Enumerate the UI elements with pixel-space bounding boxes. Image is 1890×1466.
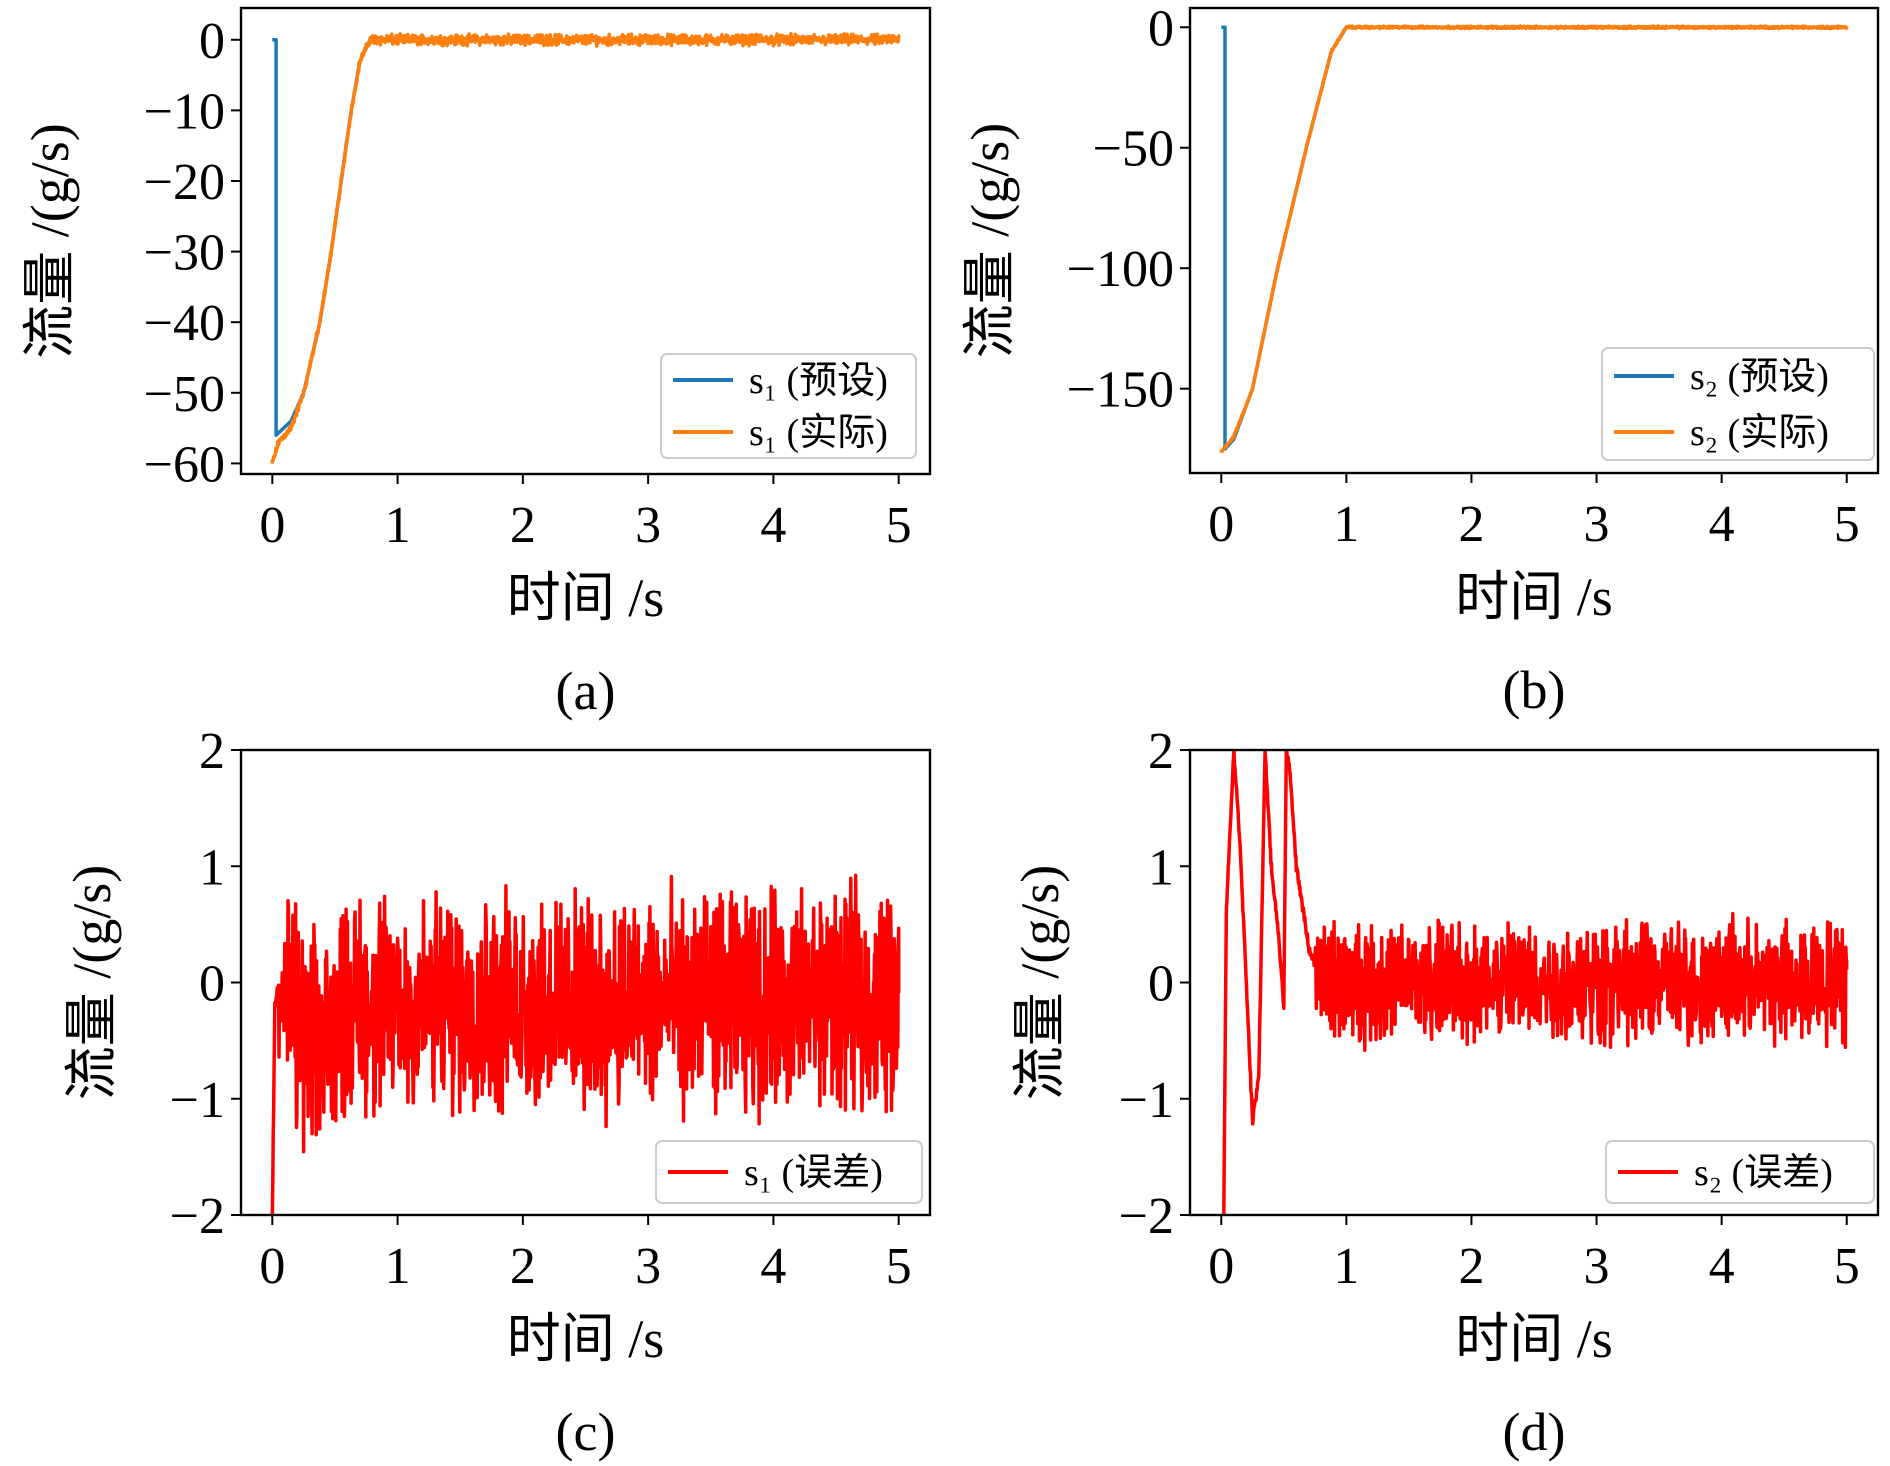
x-tick-label: 5 (1834, 1238, 1860, 1295)
panel-caption: (c) (556, 1402, 616, 1462)
series-line-1 (1222, 750, 1849, 1215)
x-tick-label: 2 (510, 1238, 536, 1295)
y-tick-label: −2 (170, 1188, 225, 1245)
y-tick-label: 2 (1148, 723, 1174, 780)
panel-c: 0 1 2 3 4 5 2 1 0 −1 −2 时间 /s 流量 /(g/s) (c) s₁ (误差) (62, 723, 932, 1462)
x-tick-label: 4 (1709, 496, 1735, 553)
x-tick-label: 4 (1709, 1238, 1735, 1295)
y-axis-label: 流量 /(g/s) (1010, 865, 1070, 1101)
x-axis-label: 时间 /s (507, 568, 665, 628)
legend-label: s₂ (误差) (1694, 1152, 1833, 1194)
y-tick-label: 0 (1148, 956, 1174, 1013)
y-tick-label: −40 (144, 295, 225, 352)
y-tick-label: 0 (199, 956, 225, 1013)
legend-label: s₂ (实际) (1690, 412, 1829, 454)
legend-label: s₂ (预设) (1690, 356, 1829, 398)
x-axis-label: 时间 /s (507, 1309, 665, 1369)
x-tick-label: 0 (259, 497, 285, 554)
y-tick-label: −30 (144, 225, 225, 282)
legend-label: s₁ (预设) (749, 360, 888, 402)
x-tick-label: 2 (1458, 496, 1484, 553)
y-tick-label: −100 (1067, 241, 1174, 298)
legend: s₁ (误差) (655, 1140, 923, 1204)
x-tick-label: 2 (1458, 1238, 1484, 1295)
x-tick-label: 0 (1208, 1238, 1234, 1295)
series-line-1 (270, 873, 901, 1215)
x-tick-label: 4 (760, 1238, 786, 1295)
x-tick-label: 3 (635, 1238, 661, 1295)
x-tick-label: 1 (385, 1238, 411, 1295)
x-tick-label: 1 (385, 497, 411, 554)
y-tick-label: −150 (1067, 362, 1174, 419)
x-tick-label: 3 (1584, 1238, 1610, 1295)
x-tick-label: 1 (1333, 496, 1359, 553)
x-tick-label: 2 (510, 497, 536, 554)
x-tick-label: 1 (1333, 1238, 1359, 1295)
x-tick-label: 5 (1834, 496, 1860, 553)
series-line-2 (1219, 24, 1849, 453)
legend: s₂ (预设) s₂ (实际) (1601, 347, 1875, 461)
panel-caption: (b) (1503, 660, 1566, 720)
y-tick-label: 2 (199, 723, 225, 780)
x-tick-label: 0 (1208, 496, 1234, 553)
x-tick-label: 3 (1584, 496, 1610, 553)
panel-caption: (d) (1503, 1402, 1566, 1462)
y-tick-label: −2 (1119, 1188, 1174, 1245)
x-axis-label: 时间 /s (1455, 1309, 1613, 1369)
legend-label: s₁ (实际) (749, 412, 888, 454)
series-line-2 (270, 31, 901, 464)
y-tick-label: −50 (144, 366, 225, 423)
y-tick-label: −1 (170, 1072, 225, 1129)
y-tick-label: 0 (199, 13, 225, 70)
legend: s₁ (预设) s₁ (实际) (660, 353, 917, 459)
y-tick-label: −1 (1119, 1072, 1174, 1129)
y-tick-label: −10 (144, 83, 225, 140)
y-tick-label: 1 (199, 839, 225, 896)
x-tick-label: 5 (886, 1238, 912, 1295)
axes-frame (239, 6, 932, 476)
legend-box (655, 1140, 923, 1204)
x-axis-label: 时间 /s (1455, 567, 1613, 627)
x-tick-label: 5 (886, 497, 912, 554)
y-tick-label: −50 (1093, 121, 1174, 178)
y-tick-label: 1 (1148, 839, 1174, 896)
y-tick-label: −60 (144, 436, 225, 493)
x-tick-label: 4 (760, 497, 786, 554)
legend-label: s₁ (误差) (744, 1152, 883, 1194)
y-axis-label: 流量 /(g/s) (20, 123, 80, 359)
panel-d: 0 1 2 3 4 5 2 1 0 −1 −2 时间 /s 流量 /(g/s) (d) s₂ (误差) (1010, 723, 1880, 1462)
y-tick-label: −20 (144, 154, 225, 211)
y-axis-label: 流量 /(g/s) (62, 865, 122, 1101)
x-tick-label: 0 (259, 1238, 285, 1295)
x-tick-label: 3 (635, 497, 661, 554)
legend-box (1605, 1140, 1875, 1204)
y-axis-label: 流量 /(g/s) (960, 123, 1020, 359)
panel-a: 0 1 2 3 4 5 0 −10 −20 −30 −40 −50 −60 时间 /s 流量 /(g/s) (… (20, 6, 932, 721)
y-tick-label: 0 (1148, 0, 1174, 57)
panel-caption: (a) (556, 661, 616, 721)
panel-b: 0 1 2 3 4 5 0 −50 −100 −150 时间 /s 流量 /(g/s) (b) s₂ (预… (960, 0, 1880, 720)
axes-frame (1188, 6, 1880, 475)
legend: s₂ (误差) (1605, 1140, 1875, 1204)
